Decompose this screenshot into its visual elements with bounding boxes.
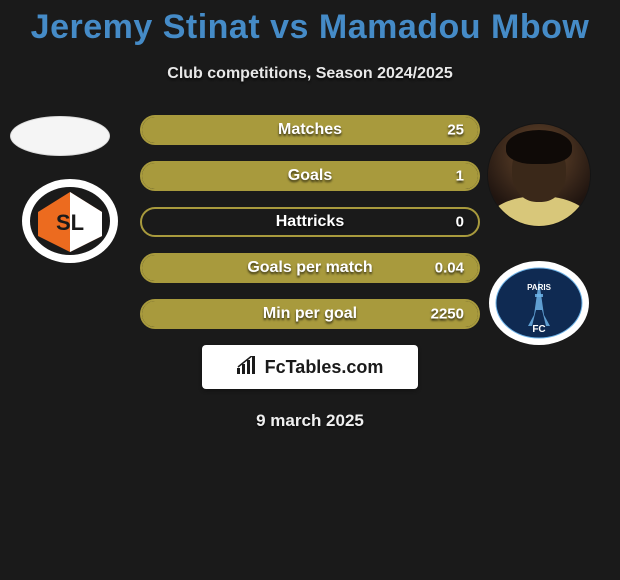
comparison-date: 9 march 2025 xyxy=(0,411,620,431)
stat-value-right: 1 xyxy=(456,168,464,185)
stat-label: Matches xyxy=(278,121,342,139)
stat-value-right: 0.04 xyxy=(435,260,464,277)
stat-row: Goals per match 0.04 xyxy=(140,253,480,283)
stat-label: Goals xyxy=(288,167,332,185)
logo-text: FcTables.com xyxy=(265,357,384,378)
stat-label: Hattricks xyxy=(276,213,344,231)
comparison-title: Jeremy Stinat vs Mamadou Mbow xyxy=(0,0,620,47)
chart-icon xyxy=(237,356,259,379)
stat-row: Goals 1 xyxy=(140,161,480,191)
stat-label: Min per goal xyxy=(263,305,357,323)
season-subtitle: Club competitions, Season 2024/2025 xyxy=(0,65,620,83)
stat-value-right: 0 xyxy=(456,214,464,231)
stat-row: Min per goal 2250 xyxy=(140,299,480,329)
stat-row: Hattricks 0 xyxy=(140,207,480,237)
stat-value-right: 2250 xyxy=(431,306,464,323)
fctables-logo: FcTables.com xyxy=(202,345,418,389)
stat-label: Goals per match xyxy=(247,259,372,277)
stat-value-right: 25 xyxy=(447,122,464,139)
stats-list: Matches 25 Goals 1 Hattricks 0 Goals per match… xyxy=(0,115,620,329)
stat-row: Matches 25 xyxy=(140,115,480,145)
